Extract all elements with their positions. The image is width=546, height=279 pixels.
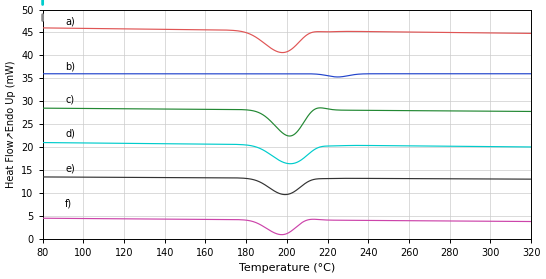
X-axis label: Temperature (°C): Temperature (°C) <box>239 263 335 273</box>
Text: f): f) <box>65 198 72 208</box>
Text: c): c) <box>65 95 74 105</box>
Text: b): b) <box>65 62 75 72</box>
Text: d): d) <box>65 128 75 138</box>
Text: e): e) <box>65 164 75 174</box>
Y-axis label: Heat Flow↗Endo Up (mW): Heat Flow↗Endo Up (mW) <box>5 61 15 188</box>
Text: a): a) <box>65 17 75 27</box>
